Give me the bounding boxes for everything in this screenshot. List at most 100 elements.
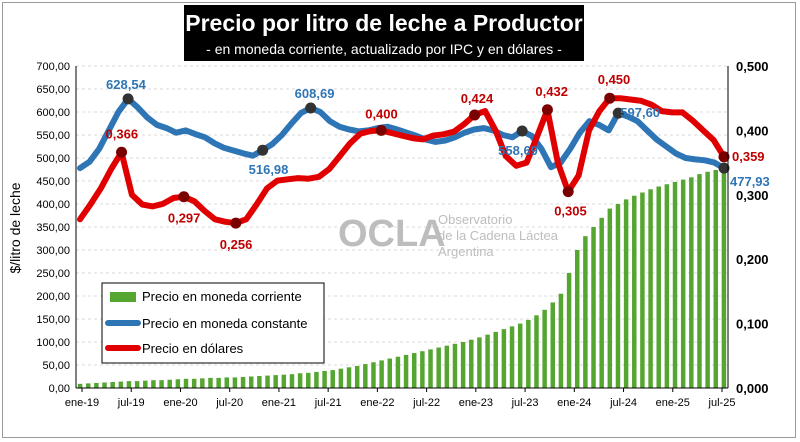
data-label-dollars: 0,450 — [598, 72, 631, 87]
x-tick-label: jul-22 — [412, 397, 440, 409]
bar — [175, 379, 181, 388]
bar — [151, 380, 156, 388]
bar — [387, 358, 393, 388]
bar — [526, 319, 531, 388]
bar — [607, 208, 613, 388]
data-label-dollars: 0,359 — [732, 149, 765, 164]
bar — [330, 370, 335, 388]
bar — [623, 199, 629, 388]
marker-dollars — [562, 186, 574, 198]
bar — [77, 383, 83, 388]
y-tick-label: 150,00 — [36, 314, 70, 326]
bar — [420, 351, 425, 388]
bar — [574, 250, 580, 388]
bar — [94, 382, 99, 388]
marker-dollars — [116, 146, 128, 158]
bar — [591, 227, 596, 388]
y2-tick-label: 0,500 — [736, 59, 769, 74]
x-tick-label: jul-23 — [511, 397, 539, 409]
y2-tick-label: 0,200 — [736, 252, 769, 267]
data-label-constant: 558,69 — [498, 143, 538, 158]
bar — [354, 365, 360, 388]
bar — [501, 329, 507, 388]
bar — [297, 373, 303, 388]
bar — [566, 273, 572, 388]
marker-constant — [516, 125, 528, 137]
bar — [550, 302, 556, 388]
x-tick-label: jul-25 — [708, 397, 736, 409]
y-tick-label: 200,00 — [36, 291, 70, 303]
bar — [208, 377, 213, 388]
y-tick-label: 400,00 — [36, 199, 70, 211]
bar — [452, 343, 458, 388]
x-tick-label: ene-24 — [557, 397, 591, 409]
marker-constant — [122, 93, 134, 105]
bar — [167, 379, 172, 388]
bar — [680, 179, 686, 388]
bar — [395, 356, 401, 388]
bar — [477, 337, 482, 388]
bar — [338, 368, 344, 388]
data-label-constant: 477,93 — [730, 174, 770, 189]
bar — [232, 377, 238, 388]
bar — [713, 169, 719, 388]
bar — [428, 349, 433, 388]
bar — [436, 347, 441, 388]
bar — [469, 339, 474, 388]
data-label-dollars: 0,256 — [220, 237, 253, 252]
bar — [485, 334, 490, 388]
bar — [371, 362, 376, 388]
bar — [599, 217, 604, 388]
bar — [240, 376, 246, 388]
axes — [75, 66, 729, 389]
bar — [721, 168, 727, 388]
y2-tick-label: 0,000 — [736, 381, 769, 396]
y2-tick-label: 0,100 — [736, 317, 769, 332]
bar — [346, 367, 352, 388]
data-label-dollars: 0,366 — [106, 126, 139, 141]
bar — [615, 204, 621, 388]
bar — [517, 323, 523, 388]
y-tick-label: 50,00 — [42, 360, 70, 372]
bar — [281, 374, 287, 388]
bar — [216, 377, 221, 388]
bar — [183, 378, 189, 388]
bar — [672, 181, 678, 388]
x-tick-label: ene-22 — [360, 397, 394, 409]
y-tick-label: 700,00 — [36, 61, 70, 73]
chart-subtitle: - en moneda corriente, actualizado por I… — [206, 41, 562, 57]
y2-tick-label: 0,300 — [736, 188, 769, 203]
bar — [460, 342, 466, 388]
bar — [200, 378, 205, 388]
bar — [110, 382, 115, 388]
y-tick-label: 0,00 — [49, 383, 70, 395]
bar — [558, 293, 564, 388]
x-axis-ticks: ene-19 jul-19 ene-20 jul-20 ene-21 jul-21 ene-… — [65, 388, 736, 409]
marker-dollars — [541, 104, 553, 116]
data-label-constant: 608,69 — [295, 86, 335, 101]
data-label-dollars: 0,432 — [535, 84, 568, 99]
marker-dollars — [469, 109, 481, 121]
legend-entry-constant: Precio en moneda constante — [142, 316, 308, 331]
bar — [583, 236, 588, 388]
bar — [534, 315, 539, 388]
bar — [509, 326, 515, 388]
watermark-line2: de la Cadena Láctea — [438, 228, 559, 243]
marker-dollars — [375, 124, 387, 136]
y2-tick-label: 0,400 — [736, 123, 769, 138]
bar — [248, 376, 254, 388]
watermark: OCLA Observatorio de la Cadena Láctea Ar… — [338, 212, 559, 259]
bar — [648, 189, 653, 388]
x-tick-label: ene-25 — [656, 397, 690, 409]
marker-constant — [612, 107, 624, 119]
bar — [265, 375, 270, 388]
x-tick-label: jul-19 — [117, 397, 145, 409]
bar — [632, 195, 637, 388]
bar — [314, 371, 319, 388]
data-label-dollars: 0,297 — [168, 211, 201, 226]
x-tick-label: jul-21 — [314, 397, 342, 409]
x-tick-label: ene-21 — [262, 397, 296, 409]
watermark-logo: OCLA — [338, 213, 446, 255]
y-tick-label: 350,00 — [36, 222, 70, 234]
bar — [322, 370, 327, 388]
